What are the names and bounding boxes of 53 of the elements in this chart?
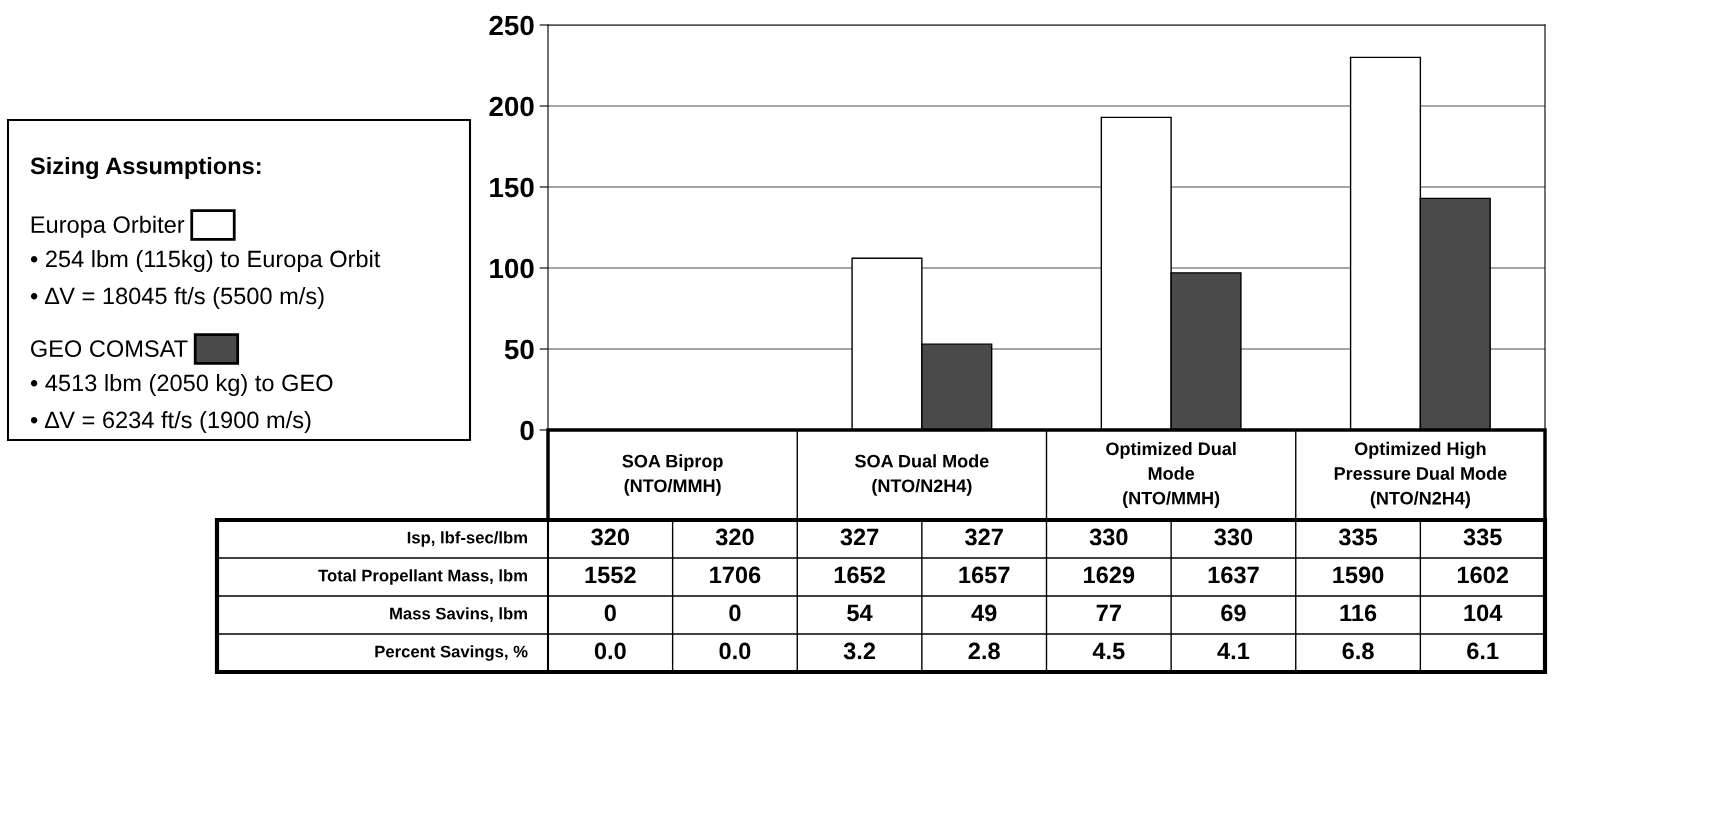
text: 335 bbox=[1463, 528, 1502, 546]
text: 1706 bbox=[710, 566, 761, 584]
text: 1590 bbox=[1333, 566, 1384, 584]
text: 54 bbox=[847, 604, 873, 622]
y-tick-label: 250 bbox=[489, 15, 534, 36]
text: 1652 bbox=[834, 566, 885, 584]
text: • ∆V = 18045 ft/s (5500 m/s) bbox=[30, 287, 324, 309]
text: • 4513 lbm (2050 kg) to GEO bbox=[30, 373, 333, 397]
text: Total Propellant Mass, lbm bbox=[318, 569, 527, 585]
text: 1657 bbox=[959, 566, 1010, 584]
text: 4.5 bbox=[1092, 642, 1125, 660]
text: 6.1 bbox=[1467, 642, 1499, 660]
y-tick-label: 100 bbox=[490, 258, 534, 279]
text: 3.2 bbox=[843, 642, 876, 660]
text: 104 bbox=[1464, 604, 1503, 622]
text: 1602 bbox=[1457, 566, 1509, 584]
text: 49 bbox=[971, 604, 997, 622]
text: 1629 bbox=[1084, 566, 1135, 584]
text: 330 bbox=[1214, 528, 1253, 546]
text: 6.8 bbox=[1342, 642, 1374, 660]
legend-label: GEO COMSAT bbox=[30, 340, 188, 358]
y-tick-label: 0 bbox=[520, 420, 534, 441]
legend-title: Sizing Assumptions: bbox=[30, 156, 261, 180]
y-tick-label: 150 bbox=[490, 177, 534, 198]
x-tick-label: SOA Dual Mode (NTO/N2H4) bbox=[855, 454, 989, 496]
text: 0.0 bbox=[594, 642, 626, 660]
y-tick-label: 200 bbox=[489, 96, 534, 117]
y-tick-label: 50 bbox=[504, 339, 534, 360]
text: • ∆V = 6234 ft/s (1900 m/s) bbox=[30, 410, 311, 433]
text: Percent Savings, % bbox=[375, 645, 528, 661]
text: 1552 bbox=[585, 566, 636, 584]
text: • 254 lbm (115kg) to Europa Orbit bbox=[30, 250, 381, 273]
text: 77 bbox=[1096, 604, 1121, 622]
text: 0 bbox=[729, 604, 741, 622]
text: 335 bbox=[1338, 528, 1378, 546]
legend-label: Europa Orbiter bbox=[31, 215, 185, 238]
x-tick-label: Optimized High Pressure Dual Mode (NTO/N2H4) bbox=[1334, 441, 1507, 509]
text: 330 bbox=[1089, 528, 1128, 546]
x-tick-label: Optimized Dual Mode (NTO/MMH) bbox=[1106, 441, 1236, 509]
text: 69 bbox=[1221, 604, 1246, 622]
text: 320 bbox=[715, 528, 754, 546]
text: 116 bbox=[1340, 604, 1377, 622]
text: 1637 bbox=[1208, 566, 1259, 584]
text: 320 bbox=[591, 528, 630, 546]
text: 327 bbox=[965, 528, 1003, 546]
text: 4.1 bbox=[1217, 642, 1250, 660]
text: 2.8 bbox=[968, 642, 1000, 660]
text: 327 bbox=[840, 528, 879, 546]
text: Isp, lbf-sec/lbm bbox=[407, 531, 527, 547]
text: Mass Savins, lbm bbox=[390, 607, 527, 622]
text: 0.0 bbox=[719, 642, 751, 660]
x-tick-label: SOA Biprop (NTO/MMH) bbox=[622, 454, 723, 496]
text: 0 bbox=[604, 604, 616, 622]
